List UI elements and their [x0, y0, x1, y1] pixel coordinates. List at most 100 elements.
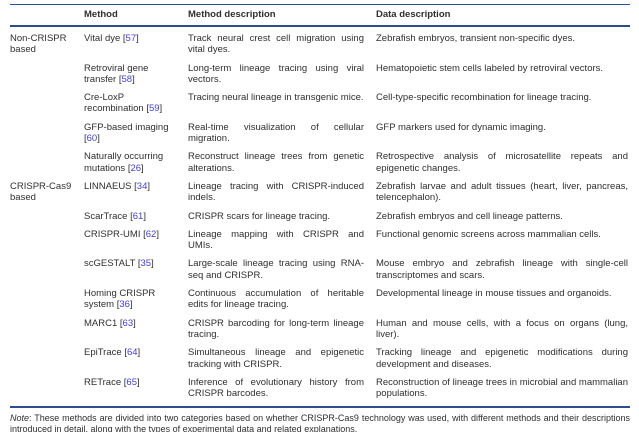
methods-table: Method Method description Data descripti…: [10, 4, 630, 408]
method-name: CRISPR-UMI: [84, 228, 141, 240]
method-name: RETrace: [84, 376, 122, 388]
citation-bracket-close: ]: [129, 299, 133, 311]
citation-link[interactable]: 64: [126, 347, 138, 359]
citation-link[interactable]: 35: [140, 258, 152, 270]
table-header-row: Method Method description Data descripti…: [10, 4, 630, 27]
citation-bracket-close: ]: [136, 33, 139, 44]
method-cell: LINNAEUS [34]: [84, 181, 188, 211]
method-name: ScarTrace: [84, 210, 128, 222]
citation-link[interactable]: 58: [121, 73, 133, 85]
data-description-cell: Hematopoietic stem cells labeled by retr…: [376, 62, 604, 74]
data-description-cell: Mouse embryo and zebrafish lineage with …: [376, 258, 628, 281]
method-name: scGESTALT: [84, 258, 136, 270]
citation-link[interactable]: 36: [119, 299, 130, 311]
method-cell: Retroviral gene transfer [58]: [84, 63, 188, 93]
citation-link[interactable]: 57: [125, 33, 137, 44]
method-cell: Homing CRISPR system [36]: [84, 288, 188, 318]
table-row: EpiTrace [64] Simultaneous lineage and ep…: [10, 347, 630, 377]
citation-bracket-open: [: [119, 317, 123, 329]
citation-bracket-open: [: [130, 210, 133, 222]
citation-link[interactable]: 63: [122, 317, 134, 329]
table-row: Non-CRISPR based Vital dye [57] Track neur…: [10, 26, 630, 63]
table-row: scGESTALT [35] Large-scale lineage tracin…: [10, 258, 630, 288]
method-cell: MARC1 [63]: [84, 318, 188, 348]
table-row: CRISPR-Cas9 based LINNAEUS [34] Lineage tr…: [10, 181, 630, 211]
method-description-cell: Real-time visualization of cellular migr…: [188, 121, 364, 145]
method-cell: EpiTrace [64]: [84, 347, 188, 377]
method-name: Cre-LoxP recombination: [84, 92, 144, 115]
method-description-cell: Large-scale lineage tracing using RNA-se…: [188, 258, 364, 281]
citation-link[interactable]: 62: [145, 228, 157, 240]
citation-bracket-close: ]: [137, 376, 140, 388]
method-name: Homing CRISPR system: [84, 288, 156, 311]
method-description-cell: Continuous accumulation of heritable edi…: [188, 288, 364, 311]
data-description-cell: Tracking lineage and epigenetic modifica…: [376, 347, 628, 370]
column-header-data-description: Data description: [376, 4, 630, 27]
citation-bracket-close: ]: [156, 228, 159, 240]
citation-link[interactable]: 61: [132, 210, 144, 222]
method-name: Retroviral gene transfer: [84, 62, 149, 85]
citation-bracket-close: ]: [151, 258, 154, 270]
note-text: : These methods are divided into two cat…: [10, 413, 630, 432]
data-description-cell: GFP markers used for dynamic imaging.: [376, 121, 546, 133]
column-header-method: Method: [84, 4, 188, 27]
method-description-cell: Long-term lineage tracing using viral ve…: [188, 62, 364, 85]
table-row: RETrace [65] Inference of evolutionary hi…: [10, 377, 630, 408]
method-description-cell: CRISPR scars for lineage tracing.: [188, 210, 331, 222]
citation-link[interactable]: 60: [86, 133, 98, 145]
citation-bracket-close: ]: [133, 317, 136, 329]
table-body: Non-CRISPR based Vital dye [57] Track neur…: [10, 26, 630, 408]
citation-bracket-close: ]: [159, 103, 163, 115]
table-row: ScarTrace [61] CRISPR scars for lineage t…: [10, 211, 630, 229]
citation-bracket-open: [: [124, 347, 127, 359]
method-cell: Vital dye [57]: [84, 26, 188, 63]
table-row: Retroviral gene transfer [58] Long-term l…: [10, 63, 630, 93]
note-label: Note: [10, 413, 30, 424]
method-description-cell: Tracing neural lineage in transgenic mic…: [188, 92, 364, 104]
method-cell: scGESTALT [35]: [84, 258, 188, 288]
citation-bracket-open: [: [84, 133, 87, 145]
method-description-cell: Reconstruct lineage trees from genetic a…: [188, 151, 364, 174]
method-cell: GFP-based imaging [60]: [84, 122, 188, 152]
column-header-method-description: Method description: [188, 4, 376, 27]
method-description-cell: Lineage mapping with CRISPR and UMIs.: [188, 228, 364, 252]
method-cell: RETrace [65]: [84, 377, 188, 408]
method-description-cell: Simultaneous lineage and epigenetic trac…: [188, 347, 364, 370]
table-row: Homing CRISPR system [36] Continuous accu…: [10, 288, 630, 318]
data-description-cell: Cell-type-specific recombination for lin…: [376, 92, 592, 104]
citation-bracket-open: [: [122, 33, 126, 44]
column-header-group: [10, 4, 84, 27]
citation-link[interactable]: 34: [136, 180, 148, 192]
table-note: Note: These methods are divided into two…: [10, 413, 630, 432]
method-name: MARC1: [84, 317, 118, 329]
table-row: GFP-based imaging [60] Real-time visualiz…: [10, 122, 630, 152]
table-row: MARC1 [63] CRISPR barcoding for long-term…: [10, 318, 630, 348]
method-cell: ScarTrace [61]: [84, 211, 188, 229]
citation-bracket-open: [: [134, 180, 137, 192]
method-name: LINNAEUS: [84, 180, 132, 192]
method-cell: CRISPR-UMI [62]: [84, 229, 188, 259]
citation-link[interactable]: 26: [130, 162, 142, 174]
citation-bracket-open: [: [127, 162, 131, 174]
data-description-cell: Developmental lineage in mouse tissues a…: [376, 288, 612, 300]
citation-bracket-open: [: [118, 73, 122, 85]
data-description-cell: Retrospective analysis of microsatellite…: [376, 151, 628, 174]
citation-bracket-open: [: [137, 258, 141, 270]
method-name: Vital dye: [84, 33, 121, 44]
table-row: Naturally occurring mutations [26] Recons…: [10, 151, 630, 181]
citation-bracket-close: ]: [137, 347, 141, 359]
data-description-cell: Zebrafish embryos, transient non-specifi…: [376, 33, 576, 44]
table-row: Cre-LoxP recombination [59] Tracing neura…: [10, 92, 630, 122]
citation-link[interactable]: 59: [148, 103, 160, 115]
citation-link[interactable]: 65: [126, 376, 137, 388]
row-group-label: CRISPR-Cas9 based: [10, 180, 72, 204]
citation-bracket-open: [: [123, 376, 127, 388]
method-name: Naturally occurring mutations: [84, 151, 164, 174]
citation-bracket-close: ]: [143, 210, 146, 222]
citation-bracket-close: ]: [97, 133, 100, 145]
citation-bracket-open: [: [116, 299, 120, 311]
table-row: CRISPR-UMI [62] Lineage mapping with CRIS…: [10, 229, 630, 259]
citation-bracket-open: [: [146, 103, 149, 115]
data-description-cell: Functional genomic screens across mammal…: [376, 228, 601, 240]
